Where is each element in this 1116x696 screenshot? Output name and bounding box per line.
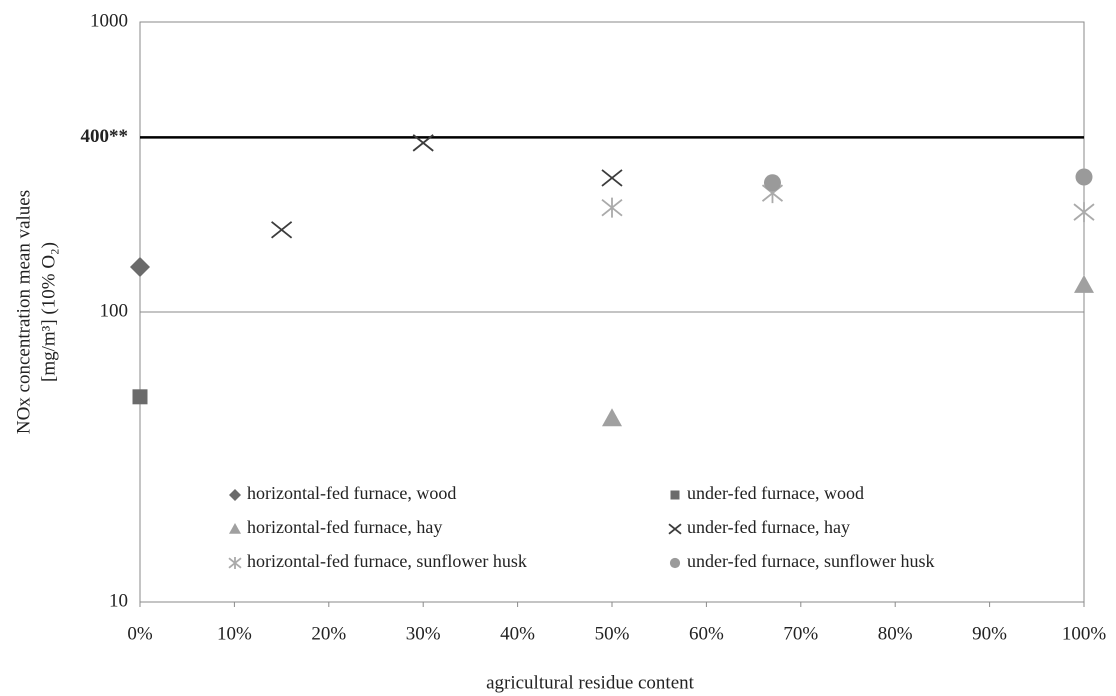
diamond-marker <box>229 489 241 501</box>
legend-label: horizontal-fed furnace, wood <box>247 483 456 503</box>
triangle-marker <box>1074 274 1094 293</box>
asterisk-marker <box>228 557 242 569</box>
x-marker <box>412 134 434 152</box>
square-marker <box>132 389 148 405</box>
asterisk-marker <box>1073 202 1095 223</box>
x-marker <box>601 169 623 187</box>
legend: horizontal-fed furnace, wood under-fed fu… <box>228 483 935 571</box>
x-tick-label: 70% <box>783 623 818 644</box>
y-tick-label: 10 <box>109 590 128 611</box>
x-tick-label: 60% <box>689 623 724 644</box>
x-tick-label: 90% <box>972 623 1007 644</box>
asterisk-marker <box>601 197 623 218</box>
y-tick-label: 1000 <box>90 10 128 31</box>
x-tick-label: 20% <box>311 623 346 644</box>
x-marker <box>271 221 293 239</box>
legend-label: under-fed furnace, sunflower husk <box>687 551 935 571</box>
circle-marker <box>1075 168 1093 186</box>
square-marker <box>670 490 680 500</box>
legend-label: horizontal-fed furnace, sunflower husk <box>247 551 527 571</box>
legend-label: under-fed furnace, hay <box>687 517 850 537</box>
x-tick-label: 40% <box>500 623 535 644</box>
x-tick-label: 100% <box>1062 623 1107 644</box>
y-tick-label: 400** <box>81 126 129 147</box>
triangle-marker <box>229 523 241 534</box>
legend-label: under-fed furnace, wood <box>687 483 864 503</box>
x-tick-label: 30% <box>406 623 441 644</box>
x-tick-label: 10% <box>217 623 252 644</box>
x-axis-title: agricultural residue content <box>486 672 695 693</box>
x-tick-label: 80% <box>878 623 913 644</box>
diamond-marker <box>130 256 150 277</box>
triangle-marker <box>602 408 622 427</box>
y-axis-title: NOx concentration mean values <box>13 190 34 434</box>
y-axis-title: [mg/m³] (10% O₂) <box>38 242 59 382</box>
y-tick-label: 100 <box>100 300 129 321</box>
x-marker <box>668 523 682 535</box>
circle-marker <box>763 174 781 192</box>
x-tick-label: 50% <box>595 623 630 644</box>
x-tick-label: 0% <box>127 623 153 644</box>
circle-marker <box>669 557 681 569</box>
legend-label: horizontal-fed furnace, hay <box>247 517 442 537</box>
